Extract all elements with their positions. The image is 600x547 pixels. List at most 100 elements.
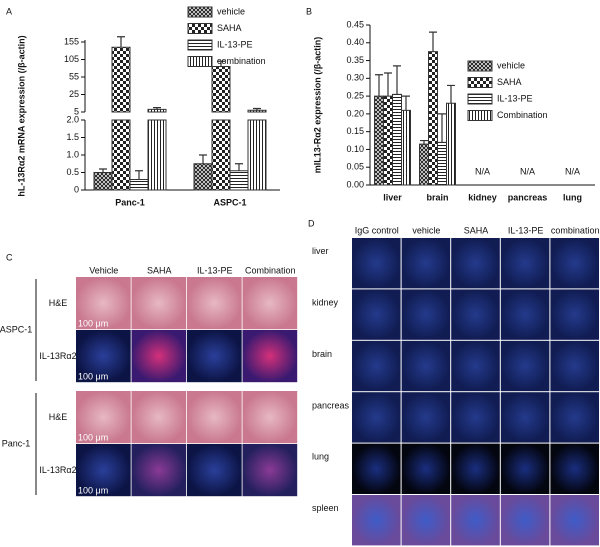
- panel-label: C: [6, 252, 13, 262]
- error-bar: [117, 36, 125, 48]
- micrograph: [401, 238, 451, 289]
- y-tick-label: 55: [69, 71, 79, 81]
- micrograph: [187, 330, 242, 383]
- y-tick-label: 155: [64, 36, 79, 46]
- micrograph: [131, 444, 187, 497]
- error-bar: [253, 107, 261, 111]
- bar: [401, 109, 411, 186]
- legend-swatch: [187, 56, 213, 67]
- micrograph: [550, 289, 599, 340]
- column-header: IgG control: [355, 225, 399, 235]
- x-tick-label: ASPC-1: [213, 197, 246, 207]
- y-tick-label: 1.0: [66, 149, 79, 159]
- error-bar: [429, 31, 437, 52]
- micrograph: [500, 340, 550, 392]
- column-header: combination: [551, 225, 600, 235]
- scale-bar-label: 100 μm: [78, 432, 108, 442]
- column-header: vehicle: [412, 225, 440, 235]
- row-label: lung: [312, 452, 329, 462]
- y-tick-label: 0.10: [346, 144, 364, 154]
- legend-label: IL-13-PE: [497, 93, 533, 103]
- legend-swatch: [187, 23, 213, 34]
- error-bar: [402, 95, 410, 111]
- micrograph: [352, 392, 401, 443]
- micrograph: [500, 443, 550, 494]
- error-bar: [393, 65, 401, 95]
- y-axis-label: mIL13-Rα2 expression (/β-actin): [312, 37, 322, 174]
- micrograph: [550, 340, 599, 392]
- bar: [129, 179, 149, 191]
- micrograph: [500, 289, 550, 340]
- y-tick-label: 2.0: [66, 114, 79, 124]
- bar: [437, 141, 447, 186]
- micrograph: [352, 289, 401, 340]
- y-tick-label: 0.45: [346, 19, 364, 29]
- micrograph: [242, 330, 298, 383]
- micrograph: [500, 392, 550, 443]
- legend-swatch: [187, 39, 213, 51]
- bar: [111, 46, 131, 191]
- error-bar: [153, 107, 161, 110]
- micrograph: [401, 495, 451, 546]
- y-tick-label: 0.20: [346, 108, 364, 118]
- legend-label: IL-13-PE: [217, 39, 253, 49]
- group-label: Panc-1: [2, 438, 31, 448]
- micrograph: [76, 330, 131, 383]
- micrograph: [131, 391, 187, 444]
- micrograph: [352, 495, 401, 546]
- micrograph: [451, 392, 500, 443]
- micrograph: [76, 391, 131, 444]
- x-tick-label: brain: [426, 192, 448, 202]
- legend-swatch: [467, 110, 493, 121]
- y-tick-label: 25: [69, 89, 79, 99]
- y-tick-label: 0: [74, 184, 79, 194]
- micrograph: [187, 277, 242, 330]
- error-bar: [217, 60, 225, 67]
- legend-swatch: [187, 6, 213, 18]
- row-label: H&E: [49, 298, 68, 308]
- bar: [383, 95, 393, 186]
- y-tick-label: 0.5: [66, 167, 79, 177]
- panel-label: A: [6, 6, 12, 16]
- row-label: pancreas: [312, 400, 350, 410]
- x-tick-label: liver: [383, 192, 402, 202]
- micrograph: [242, 391, 298, 444]
- y-tick-label: 0.00: [346, 179, 364, 189]
- error-bar: [447, 84, 455, 104]
- y-axis-label: hL-13Rα2 mRNA expression (/β-actin): [16, 35, 26, 196]
- scale-bar-label: 100 μm: [78, 485, 108, 495]
- micrograph: [550, 392, 599, 443]
- micrograph: [352, 238, 401, 289]
- bar: [193, 163, 213, 191]
- micrograph: [401, 443, 451, 494]
- micrograph: [451, 495, 500, 546]
- micrograph: [242, 444, 298, 497]
- micrograph: [131, 277, 187, 330]
- micrograph: [76, 444, 131, 497]
- panel-label: D: [308, 218, 315, 228]
- y-tick-label: 0.15: [346, 126, 364, 136]
- bar: [392, 93, 402, 186]
- scale-bar-label: 100 μm: [78, 318, 108, 328]
- y-tick-label: 1.5: [66, 132, 79, 142]
- legend-label: combination: [217, 56, 266, 66]
- row-label: spleen: [312, 503, 339, 513]
- bar: [428, 51, 438, 186]
- micrograph: [187, 444, 242, 497]
- na-label: N/A: [475, 166, 490, 176]
- y-tick-label: 0.30: [346, 73, 364, 83]
- bar: [247, 109, 267, 191]
- row-label: IL-13Rα2: [39, 465, 76, 475]
- error-bar: [199, 154, 207, 164]
- row-label: H&E: [49, 412, 68, 422]
- legend-label: SAHA: [217, 23, 242, 33]
- legend-swatch: [467, 77, 493, 88]
- bar: [229, 170, 249, 191]
- error-bar: [99, 168, 107, 173]
- row-label: brain: [312, 349, 332, 359]
- column-header: Combination: [245, 265, 296, 275]
- column-header: IL-13-PE: [197, 265, 233, 275]
- micrograph: [401, 289, 451, 340]
- micrograph: [451, 289, 500, 340]
